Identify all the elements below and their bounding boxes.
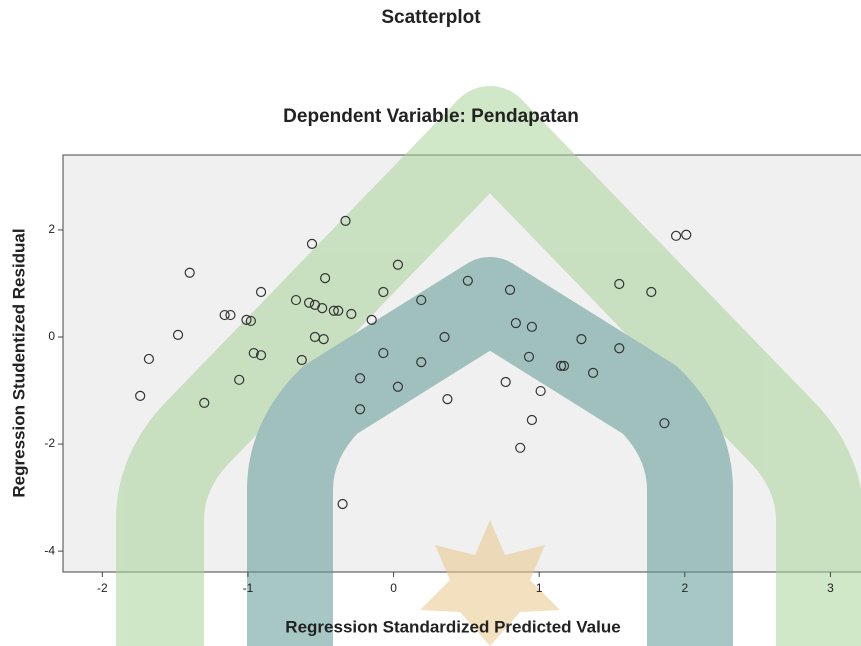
point xyxy=(306,238,318,249)
point xyxy=(318,334,329,345)
point xyxy=(199,397,210,408)
point xyxy=(143,353,155,365)
point xyxy=(320,273,331,284)
point xyxy=(255,350,267,361)
point xyxy=(526,321,537,332)
x-tick-label: 1 xyxy=(536,581,543,595)
x-tick-label: -2 xyxy=(97,581,108,595)
point xyxy=(515,442,526,453)
point xyxy=(558,360,570,372)
point xyxy=(416,294,427,306)
point xyxy=(442,393,453,405)
point xyxy=(681,229,692,240)
watermark-arch-inner xyxy=(247,257,733,646)
point xyxy=(219,309,230,321)
point xyxy=(303,297,315,308)
point xyxy=(337,498,348,510)
point xyxy=(535,385,546,397)
y-tick-label: -2 xyxy=(44,436,55,450)
point xyxy=(328,305,339,316)
point xyxy=(296,354,307,366)
point xyxy=(462,275,473,286)
point xyxy=(346,308,357,320)
point xyxy=(366,314,377,325)
y-tick-label: 0 xyxy=(48,329,55,343)
x-tick-label: 0 xyxy=(390,581,397,595)
watermark-star xyxy=(420,520,560,646)
point xyxy=(500,376,511,388)
x-tick-label: -1 xyxy=(243,581,254,595)
point xyxy=(614,343,625,354)
point xyxy=(172,329,184,340)
watermark-arch xyxy=(116,86,861,646)
point xyxy=(234,374,245,385)
point xyxy=(576,334,587,345)
x-axis-label: Regression Standardized Predicted Value xyxy=(285,617,620,636)
point xyxy=(392,381,404,392)
point xyxy=(646,286,657,298)
point xyxy=(354,373,366,384)
point xyxy=(248,347,259,359)
y-axis-label: Regression Studentized Residual xyxy=(9,228,28,497)
point xyxy=(290,294,302,306)
point xyxy=(670,230,682,241)
point xyxy=(135,390,146,401)
point xyxy=(555,360,567,372)
x-tick-label: 2 xyxy=(681,581,688,595)
point xyxy=(526,414,537,426)
point xyxy=(184,267,195,278)
point xyxy=(378,286,389,298)
point xyxy=(333,305,344,316)
point xyxy=(587,367,599,378)
point xyxy=(392,259,404,270)
watermark xyxy=(116,86,861,646)
point xyxy=(354,404,366,415)
chart-title: Scatterplot xyxy=(381,7,481,28)
point xyxy=(416,357,427,368)
x-tick-label: 3 xyxy=(827,581,834,595)
point xyxy=(504,284,516,295)
point xyxy=(614,278,625,290)
point xyxy=(340,215,351,226)
point xyxy=(225,309,236,321)
point xyxy=(378,347,389,359)
point xyxy=(659,418,670,429)
point xyxy=(523,351,535,362)
point xyxy=(241,314,252,325)
y-tick-label: -4 xyxy=(44,543,55,557)
point xyxy=(439,331,450,343)
point xyxy=(255,286,267,298)
point xyxy=(510,317,521,329)
point xyxy=(245,315,256,327)
chart-subtitle: Dependent Variable: Pendapatan xyxy=(283,106,579,127)
y-tick-label: 2 xyxy=(48,222,55,236)
point xyxy=(317,302,328,314)
